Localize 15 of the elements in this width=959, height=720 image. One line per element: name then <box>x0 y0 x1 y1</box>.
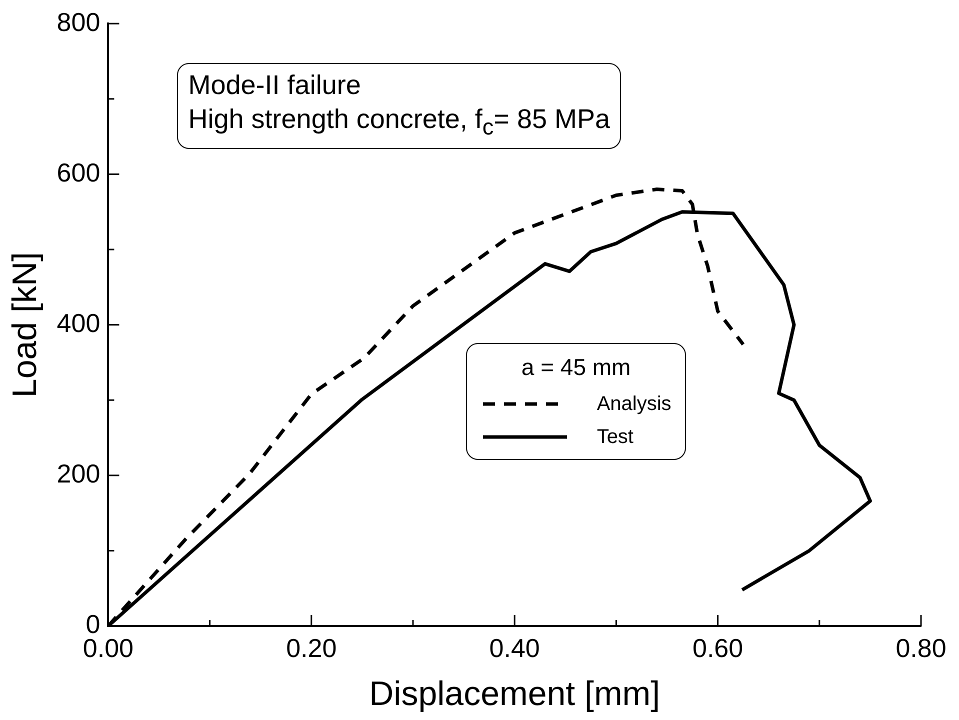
y-tick-label: 400 <box>56 308 100 338</box>
annotation: High strength concrete, f$_{c}$= 85 MPa <box>188 102 610 142</box>
legend-label: Test <box>596 426 634 449</box>
x-tick-label: 0.60 <box>692 632 744 663</box>
y-tick-label: 600 <box>56 157 100 188</box>
y-axis-title: Load [kN] <box>6 252 44 398</box>
y-tick-label: 800 <box>56 6 100 37</box>
x-tick-label: 0.20 <box>286 632 337 663</box>
legend-label: Analysis <box>596 392 672 416</box>
x-tick-label: 0.80 <box>896 632 946 663</box>
annotation: Mode-II failure <box>188 68 362 102</box>
x-axis-title: Displacement [mm] <box>369 674 660 713</box>
x-tick-label: 0.40 <box>489 632 540 663</box>
y-tick-label: 200 <box>56 458 100 489</box>
legend-title: a = 45 mm <box>520 354 632 381</box>
